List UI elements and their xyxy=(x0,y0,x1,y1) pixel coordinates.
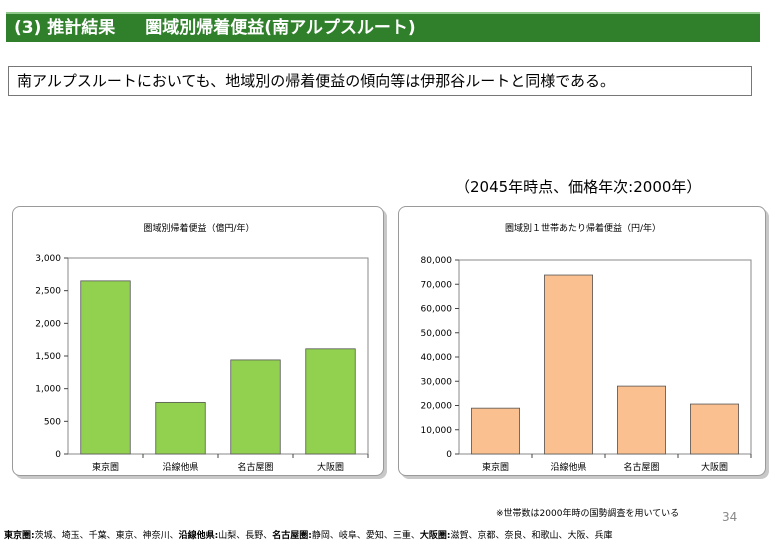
bar xyxy=(80,280,131,455)
x-tick-label: 東京圏 xyxy=(92,461,119,473)
bar xyxy=(155,401,206,455)
region-label: 大阪圏: xyxy=(419,531,451,541)
chart-panel-total-benefit: 圏域別帰着便益（億円/年） 0 500 1,000 1,500 2,000 2,500 3,0… xyxy=(12,206,384,476)
summary-box: 南アルプスルートにおいても、地域別の帰着便益の傾向等は伊那谷ルートと同様である。 xyxy=(8,66,752,96)
bar xyxy=(305,348,356,455)
summary-text: 南アルプスルートにおいても、地域別の帰着便益の傾向等は伊那谷ルートと同様である。 xyxy=(17,72,616,90)
x-tick-label: 沿線他県 xyxy=(550,461,586,473)
region-members: 滋賀、京都、奈良、和歌山、大阪、兵庫 xyxy=(450,531,613,541)
region-label: 沿線他県: xyxy=(178,531,219,541)
page-title: 圏域別帰着便益(南アルプスルート) xyxy=(145,18,416,38)
chart-panel-household-benefit: 圏域別１世帯あたり帰着便益（円/年） 0 10,000 20,000 30,000 40,… xyxy=(398,206,766,476)
region-members: 茨城、埼玉、千葉、東京、神奈川、 xyxy=(34,531,179,541)
y-tick-label: 40,000 xyxy=(421,353,453,363)
section-title-bar: (3) 推計結果 圏域別帰着便益(南アルプスルート) xyxy=(6,12,760,42)
household-footnote: ※世帯数は2000年時の国勢調査を用いている xyxy=(496,509,680,519)
x-tick-label: 大阪圏 xyxy=(701,461,728,473)
y-tick-label: 2,500 xyxy=(35,287,61,297)
section-number: (3) 推計結果 xyxy=(14,18,116,38)
chart-total-benefit: 圏域別帰着便益（億円/年） 0 500 1,000 1,500 2,000 2,500 3,0… xyxy=(35,222,369,473)
region-label: 東京圏: xyxy=(4,531,35,541)
x-tick-label: 大阪圏 xyxy=(317,461,344,473)
page-number: 34 xyxy=(722,510,738,524)
y-tick-label: 1,500 xyxy=(35,352,61,362)
region-legend: 東京圏:茨城、埼玉、千葉、東京、神奈川、沿線他県:山梨、長野、名古屋圏:静岡、岐… xyxy=(4,528,776,541)
region-members: 山梨、長野、 xyxy=(218,531,273,541)
time-point-note: （2045年時点、価格年次:2000年） xyxy=(455,178,702,196)
x-tick-label: 東京圏 xyxy=(482,461,509,473)
y-tick-label: 0 xyxy=(55,450,61,460)
chart-household-benefit: 圏域別１世帯あたり帰着便益（円/年） 0 10,000 20,000 30,000 40,… xyxy=(421,222,752,473)
y-tick-label: 0 xyxy=(446,450,452,460)
y-tick-label: 30,000 xyxy=(421,377,453,387)
chart-title: 圏域別１世帯あたり帰着便益（円/年） xyxy=(505,222,661,234)
x-tick-label: 名古屋圏 xyxy=(237,461,273,473)
y-tick-label: 1,000 xyxy=(35,385,61,395)
y-tick-label: 50,000 xyxy=(421,329,453,339)
bar xyxy=(544,274,593,455)
bar xyxy=(617,385,666,455)
region-members: 静岡、岐阜、愛知、三重、 xyxy=(311,531,420,541)
bar xyxy=(471,407,520,455)
region-label: 名古屋圏: xyxy=(272,531,312,541)
x-tick-label: 沿線他県 xyxy=(162,461,198,473)
y-tick-label: 3,000 xyxy=(35,254,61,264)
bar xyxy=(230,359,281,455)
x-tick-label: 名古屋圏 xyxy=(623,461,659,473)
y-tick-label: 10,000 xyxy=(421,426,453,436)
y-tick-label: 80,000 xyxy=(421,256,453,266)
y-tick-label: 2,000 xyxy=(35,319,61,329)
y-tick-label: 20,000 xyxy=(421,402,453,412)
y-tick-label: 500 xyxy=(44,417,61,427)
bar xyxy=(690,403,739,455)
y-tick-label: 70,000 xyxy=(421,280,453,290)
y-tick-label: 60,000 xyxy=(421,305,453,315)
chart-title: 圏域別帰着便益（億円/年） xyxy=(143,222,254,234)
